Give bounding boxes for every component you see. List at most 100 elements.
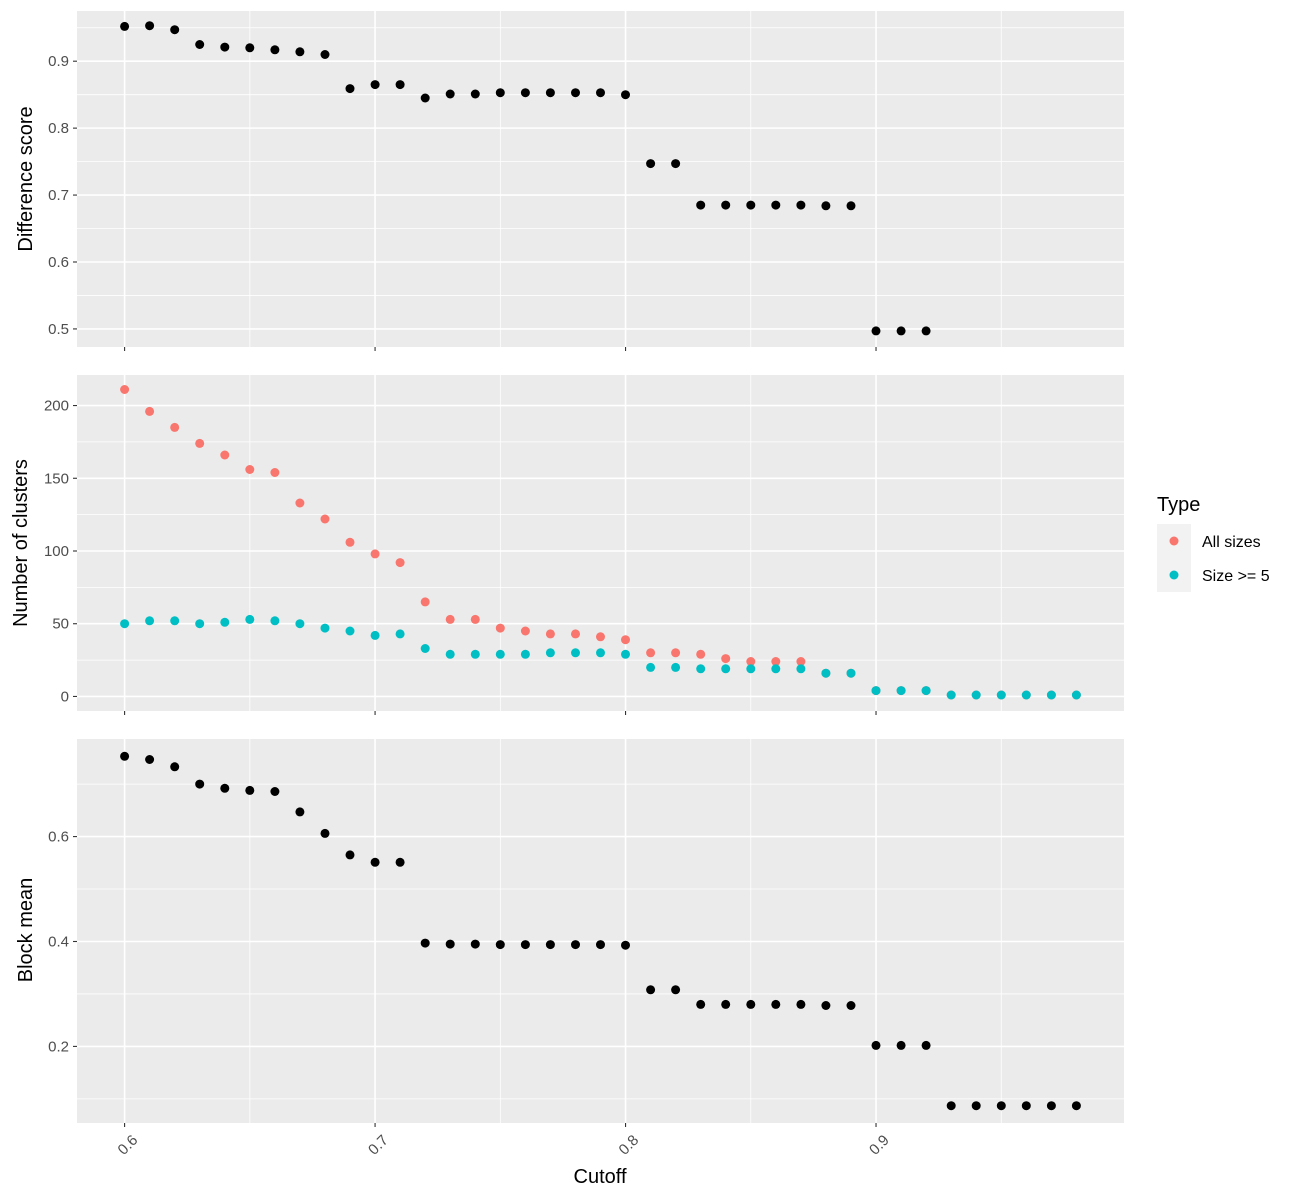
point-all-sizes (646, 648, 656, 658)
point-size-5 (145, 616, 155, 626)
y-tick-label: 0.7 (48, 187, 69, 204)
point-size-5 (395, 629, 405, 639)
y-axis-title-clusters: Number of clusters (10, 459, 32, 627)
point-size-5 (120, 619, 130, 629)
point-all-sizes (170, 422, 180, 432)
data-point (520, 940, 530, 950)
point-size-5 (245, 614, 255, 624)
point-size-5 (696, 664, 706, 674)
data-point (145, 755, 155, 764)
data-point (445, 89, 455, 99)
point-size-5 (1046, 690, 1056, 700)
point-size-5 (470, 649, 480, 659)
point-size-5 (545, 648, 555, 658)
data-point (671, 159, 681, 169)
number-of-clusters-panel: 0 50 100 150 200 (44, 375, 1124, 715)
y-tick-label: 0.6 (48, 829, 69, 846)
data-point (345, 84, 355, 94)
point-all-sizes (320, 514, 330, 524)
legend-label-size-5: Size >= 5 (1202, 568, 1270, 585)
point-all-sizes (671, 648, 681, 658)
point-all-sizes (345, 537, 355, 547)
point-size-5 (621, 649, 630, 659)
data-point (220, 783, 230, 793)
data-point (871, 1040, 881, 1050)
data-point (621, 90, 630, 100)
data-point (295, 47, 305, 57)
point-size-5 (220, 617, 230, 627)
data-point (445, 939, 455, 949)
point-size-5 (946, 690, 956, 700)
panel-background (77, 11, 1124, 347)
point-all-sizes (120, 385, 130, 394)
point-size-5 (495, 649, 505, 659)
data-point (495, 88, 505, 98)
point-size-5 (1021, 690, 1031, 700)
data-point (120, 21, 130, 31)
data-point (571, 940, 580, 950)
data-point (320, 828, 330, 838)
point-all-sizes (696, 649, 706, 659)
data-point (470, 89, 480, 99)
data-point (921, 1040, 931, 1050)
data-point (971, 1101, 981, 1111)
data-point (821, 1001, 831, 1010)
data-point (345, 850, 355, 860)
legend-dot-all-sizes (1169, 536, 1179, 546)
legend-label-all-sizes: All sizes (1202, 534, 1261, 551)
y-tick-label: 0.4 (48, 933, 69, 950)
point-all-sizes (571, 629, 580, 639)
point-all-sizes (395, 558, 405, 568)
y-tick-label: 150 (44, 470, 69, 487)
point-all-sizes (495, 623, 505, 633)
point-all-sizes (621, 635, 630, 645)
data-point (520, 88, 530, 98)
point-size-5 (646, 662, 656, 672)
data-point (721, 200, 731, 210)
data-point (871, 326, 881, 336)
y-axis-title-difference: Difference score (15, 106, 37, 251)
data-point (170, 762, 180, 772)
y-tick-label: 100 (44, 543, 69, 560)
data-point (721, 999, 731, 1009)
data-point (846, 1001, 856, 1010)
y-tick-label: 0.9 (48, 53, 69, 70)
point-size-5 (671, 662, 681, 672)
x-axis-title: Cutoff (574, 1166, 627, 1188)
legend: Type All sizes Size >= 5 (1157, 494, 1270, 592)
point-all-sizes (370, 549, 380, 559)
data-point (996, 1101, 1006, 1111)
point-all-sizes (195, 438, 205, 448)
point-size-5 (871, 686, 881, 696)
block-mean-panel: 0.2 0.4 0.6 (48, 739, 1124, 1127)
data-point (420, 93, 430, 103)
data-point (646, 985, 656, 995)
data-point (846, 201, 856, 211)
data-point (270, 787, 280, 796)
data-point (170, 25, 180, 35)
data-point (195, 779, 205, 789)
point-all-sizes (420, 597, 430, 607)
data-point (921, 326, 931, 336)
point-all-sizes (746, 657, 756, 666)
point-all-sizes (596, 632, 605, 642)
y-tick-label: 0 (61, 688, 69, 705)
point-size-5 (721, 664, 731, 674)
point-size-5 (170, 616, 180, 626)
point-size-5 (746, 664, 756, 674)
point-all-sizes (445, 614, 455, 624)
point-all-sizes (721, 654, 731, 664)
data-point (545, 88, 555, 98)
panel-background (77, 375, 1124, 711)
point-size-5 (195, 619, 205, 629)
data-point (370, 857, 380, 867)
point-size-5 (345, 626, 355, 636)
point-size-5 (996, 690, 1006, 700)
data-point (671, 985, 681, 995)
data-point (370, 80, 380, 90)
data-point (120, 751, 130, 761)
data-point (796, 999, 806, 1009)
data-point (145, 21, 155, 31)
data-point (420, 938, 430, 948)
legend-dot-size-5 (1169, 570, 1179, 580)
